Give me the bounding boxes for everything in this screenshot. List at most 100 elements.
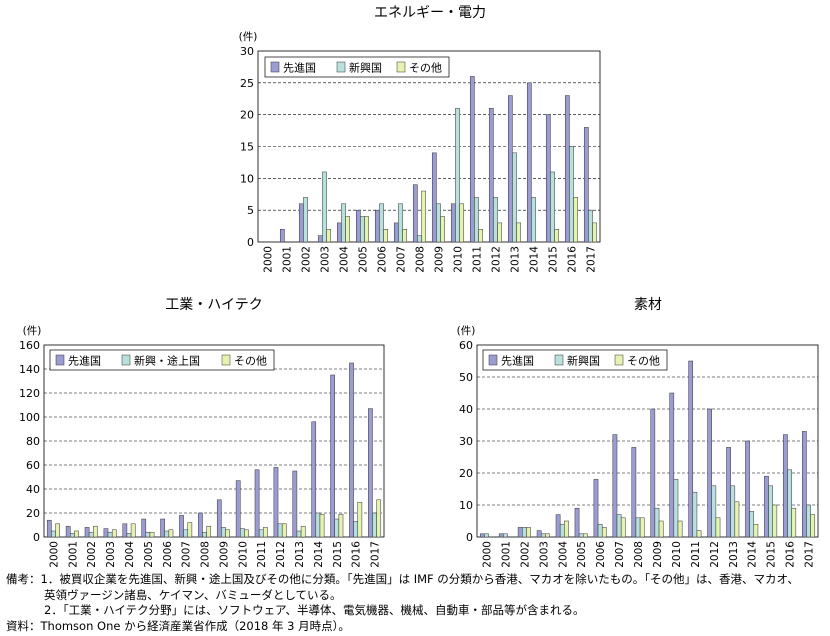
bar-新興国 [512,152,517,243]
y-tick-label: 20 [240,109,254,122]
bar-その他 [545,533,550,538]
x-tick-label: 2015 [548,246,560,273]
x-tick-label: 2011 [256,541,268,568]
bar-その他 [620,517,626,538]
bar-先進国 [412,184,418,243]
x-tick-label: 2003 [538,541,550,568]
bar-その他 [149,531,155,538]
bar-先進国 [707,408,712,538]
y-tick-label: 30 [459,435,473,448]
bar-先進国 [612,434,618,538]
bar-先進国 [374,209,380,243]
bar-先進国 [536,530,542,538]
bar-先進国 [216,499,222,538]
bar-先進国 [726,447,731,538]
x-tick-label: 2007 [396,246,408,273]
bar-新興国 [749,511,755,538]
x-tick-label: 2017 [804,541,816,568]
bar-先進国 [431,152,437,243]
y-tick-label: 100 [19,411,40,424]
x-tick-label: 2006 [377,246,389,273]
bar-先進国 [469,76,475,243]
bar-新興国 [616,514,622,538]
bar-先進国 [160,518,165,538]
bar-先進国 [498,533,504,538]
bar-その他 [497,222,503,243]
bar-先進国 [802,431,807,538]
legend-label: 先進国 [68,355,101,368]
bar-先進国 [688,360,694,538]
bar-先進国 [669,392,675,538]
y-tick-label: 80 [26,435,40,448]
x-tick-label: 2012 [275,541,287,568]
bar-その他 [383,229,389,243]
bar-新興国 [484,533,489,538]
bar-その他 [206,525,212,538]
bar-先進国 [103,528,109,538]
x-tick-label: 2004 [339,246,351,273]
legend-swatch [336,61,346,73]
bar-その他 [583,533,588,538]
x-tick-label: 2005 [143,541,155,568]
x-tick-label: 2016 [785,541,797,568]
legend-swatch [121,354,131,366]
legend-swatch [488,354,498,366]
bar-新興・途上国 [88,531,94,538]
x-tick-label: 2002 [86,541,98,568]
bar-新興・途上国 [240,528,245,538]
legend-label: その他 [234,355,267,368]
bar-その他 [421,190,427,243]
bar-新興国 [493,197,498,243]
bar-その他 [564,520,569,538]
y-tick-label: 50 [459,371,473,384]
bar-新興国 [806,504,811,538]
x-tick-label: 2014 [747,541,759,568]
x-tick-label: 2001 [282,246,294,273]
x-tick-label: 2013 [728,541,740,568]
bar-新興国 [768,485,773,538]
x-tick-label: 2015 [766,541,778,568]
x-tick-label: 2016 [351,541,363,568]
x-tick-label: 2006 [595,541,607,568]
y-tick-label: 60 [459,339,473,352]
bar-先進国 [564,95,570,243]
bar-その他 [459,203,465,243]
bar-新興国 [550,171,555,243]
bar-その他 [526,527,531,538]
bar-その他 [658,520,664,538]
bar-その他 [300,525,306,538]
y-tick-label: 120 [19,387,40,400]
bar-新興国 [417,235,422,243]
legend-label: 新興国 [567,354,600,368]
bar-その他 [345,216,351,243]
bar-新興・途上国 [372,512,377,538]
bar-その他 [319,513,325,538]
chart-0: エネルギー・電力 (件) 0 5 10 15 20 25 30 2000 2001 2002 2003 2… [239,5,601,273]
x-tick-label: 2002 [519,541,531,568]
note-2: 2．「工業・ハイテク分野」には、ソフトウェア、半導体、電気機器、機械、自動車・部… [44,603,585,617]
y-tick-label: 30 [240,45,254,58]
legend-label: 先進国 [283,62,316,75]
x-tick-label: 2012 [709,541,721,568]
bar-新興国 [322,171,327,243]
bar-その他 [225,529,230,538]
bar-新興・途上国 [221,527,226,538]
bar-その他 [402,229,408,243]
y-tick-label: 160 [19,339,40,352]
y-tick-label: 20 [26,507,40,520]
y-tick-label: 40 [459,403,473,416]
bar-その他 [168,529,174,538]
bar-その他 [281,523,287,538]
bar-その他 [326,229,332,243]
bar-新興国 [503,533,508,538]
legend-label: 新興・途上国 [134,354,200,368]
y-tick-label: 10 [240,172,254,185]
bar-その他 [338,513,344,538]
bar-新興国 [455,108,460,243]
bar-先進国 [555,514,561,538]
bar-その他 [357,501,363,538]
bar-先進国 [330,374,335,538]
y-tick-label: 40 [26,483,40,496]
legend-swatch [396,61,406,73]
bar-先進国 [46,519,52,538]
